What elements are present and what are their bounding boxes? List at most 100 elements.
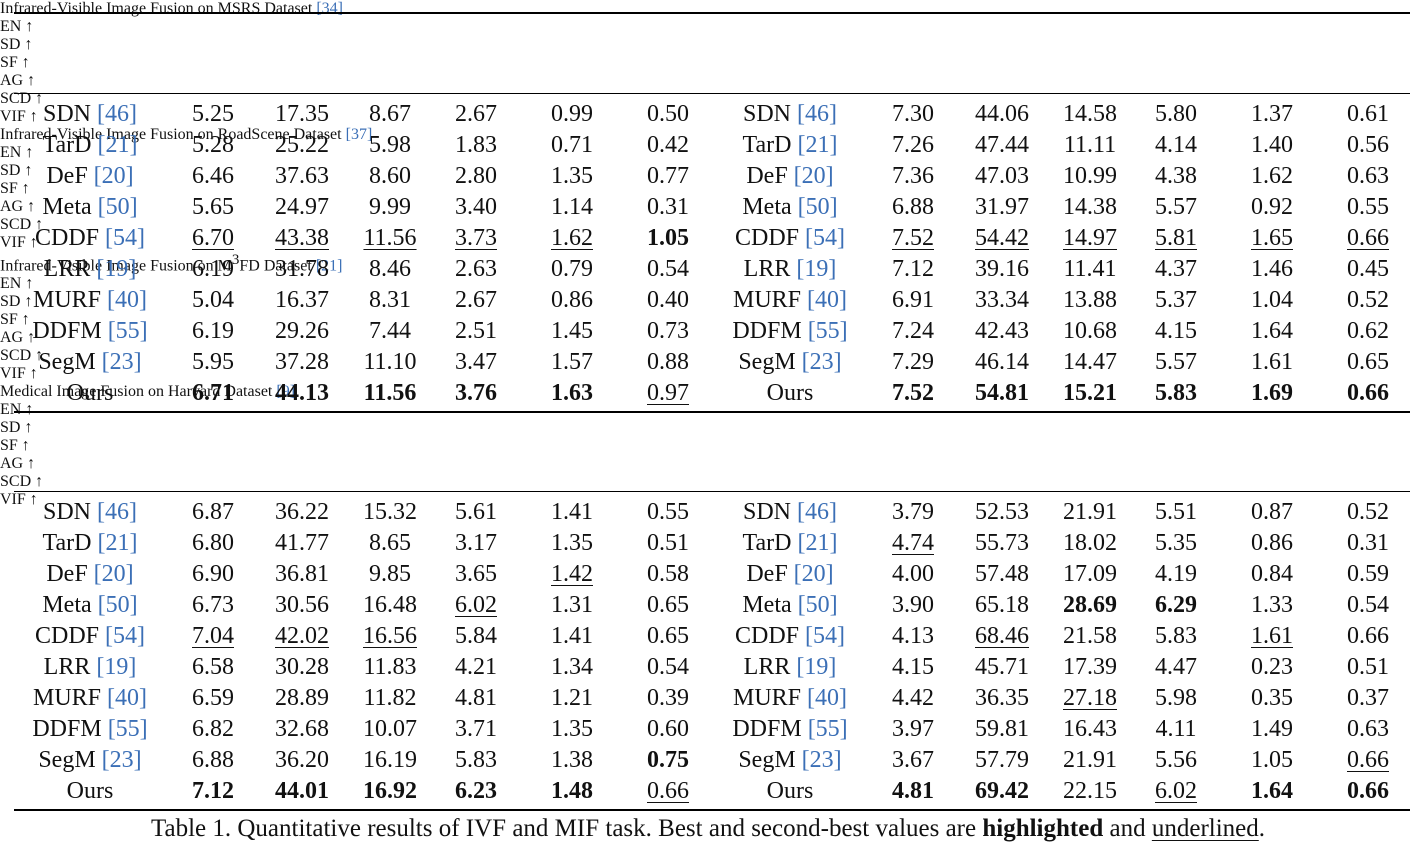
metric-value-text: 0.99: [551, 101, 593, 127]
metric-value: 4.19: [1131, 560, 1221, 588]
citation-link[interactable]: [40]: [807, 685, 847, 711]
citation-link[interactable]: [21]: [315, 257, 343, 275]
metric-value-text: 4.15: [892, 654, 934, 680]
citation-link[interactable]: [55]: [107, 716, 148, 742]
metric-value-text: 1.35: [551, 530, 593, 556]
citation-link[interactable]: [19]: [96, 256, 137, 282]
citation-link[interactable]: [20]: [93, 561, 134, 587]
column-header: SD ↑: [0, 36, 33, 53]
citation-link[interactable]: [19]: [796, 256, 837, 282]
citation-link[interactable]: [54]: [105, 225, 145, 251]
citation-link[interactable]: [21]: [97, 132, 138, 158]
metric-value-text: 0.54: [1347, 592, 1389, 618]
metric-value-text: 6.58: [192, 654, 234, 680]
citation-link[interactable]: [55]: [807, 318, 848, 344]
citation-link[interactable]: [46]: [97, 101, 137, 127]
method-name: LRR [19]: [705, 255, 875, 283]
metric-value-text: 11.83: [363, 654, 417, 680]
citation-link[interactable]: [40]: [107, 685, 147, 711]
method-label: DeF: [746, 561, 794, 587]
metric-value: 11.10: [345, 348, 435, 376]
citation-link[interactable]: [54]: [805, 225, 845, 251]
citation-link[interactable]: [46]: [797, 101, 837, 127]
method-name: SDN [46]: [705, 100, 875, 128]
metric-value: 13.88: [1045, 286, 1135, 314]
citation-link[interactable]: [34]: [316, 0, 343, 17]
metric-value: 1.65: [1227, 224, 1317, 252]
column-header: SF ↑: [0, 311, 30, 329]
metric-value: 8.67: [345, 100, 435, 128]
metric-value-text: 5.04: [192, 287, 234, 313]
citation-link[interactable]: [23]: [101, 747, 142, 773]
method-label: SegM: [738, 349, 802, 375]
citation-link[interactable]: [40]: [107, 287, 147, 313]
method-label: Ours: [766, 380, 814, 406]
metric-value: 54.81: [957, 379, 1047, 407]
citation-link[interactable]: [21]: [97, 530, 138, 556]
metric-value-text: 16.56: [363, 623, 417, 649]
citation-link[interactable]: [50]: [797, 592, 838, 618]
method-name: Meta [50]: [5, 591, 175, 619]
metric-value-text: 4.42: [892, 685, 934, 711]
citation-link[interactable]: [23]: [801, 747, 842, 773]
method-name: CDDF [54]: [5, 622, 175, 650]
metric-value: 2.67: [431, 286, 521, 314]
metric-value-text: 5.51: [1155, 499, 1197, 525]
metric-value-text: 69.42: [975, 778, 1029, 804]
citation-link[interactable]: [37]: [345, 126, 373, 143]
metric-value-text: 24.97: [275, 194, 329, 220]
metric-value-text: 55.73: [975, 530, 1029, 556]
metric-value: 7.36: [868, 162, 958, 190]
citation-link[interactable]: [46]: [97, 499, 137, 525]
metric-value-text: 11.56: [363, 380, 417, 406]
metric-value-text: 45.71: [975, 654, 1029, 680]
metric-value: 6.58: [168, 653, 258, 681]
column-header: AG ↑: [0, 72, 36, 89]
metric-value: 42.02: [257, 622, 347, 650]
metric-value: 59.81: [957, 715, 1047, 743]
citation-link[interactable]: [46]: [797, 499, 837, 525]
citation-link[interactable]: [50]: [797, 194, 838, 220]
method-label: LRR: [743, 256, 797, 282]
citation-link[interactable]: [21]: [797, 132, 838, 158]
citation-link[interactable]: [20]: [93, 163, 134, 189]
metric-value-text: 42.43: [975, 318, 1029, 344]
metric-value: 1.05: [1227, 746, 1317, 774]
metric-value: 4.81: [431, 684, 521, 712]
metric-value-text: 5.95: [192, 349, 234, 375]
citation-link[interactable]: [55]: [107, 318, 148, 344]
metric-value-text: 1.49: [1251, 716, 1293, 742]
citation-link[interactable]: [19]: [96, 654, 137, 680]
method-label: LRR: [43, 654, 97, 680]
metric-value-text: 8.31: [369, 287, 411, 313]
metric-value: 5.28: [168, 131, 258, 159]
metric-value: 5.56: [1131, 746, 1221, 774]
citation-link[interactable]: [23]: [101, 349, 142, 375]
citation-link[interactable]: [20]: [793, 163, 834, 189]
method-label: TarD: [42, 132, 98, 158]
citation-link[interactable]: [19]: [796, 654, 837, 680]
metric-value-text: 0.88: [647, 349, 689, 375]
metric-value: 1.05: [623, 224, 713, 252]
metric-value: 65.18: [957, 591, 1047, 619]
metric-value-text: 44.13: [275, 380, 329, 406]
metric-value: 1.31: [527, 591, 617, 619]
citation-link[interactable]: [9]: [276, 383, 296, 401]
citation-link[interactable]: [54]: [105, 623, 145, 649]
metric-value-text: 11.41: [1063, 256, 1117, 282]
citation-link[interactable]: [40]: [807, 287, 847, 313]
metric-value-text: 0.31: [1347, 530, 1389, 556]
metric-value-text: 4.13: [892, 623, 934, 649]
citation-link[interactable]: [55]: [807, 716, 848, 742]
method-label: DeF: [746, 163, 794, 189]
metric-value: 15.32: [345, 498, 435, 526]
metric-value: 52.53: [957, 498, 1047, 526]
citation-link[interactable]: [50]: [97, 592, 138, 618]
metric-value: 0.73: [623, 317, 713, 345]
citation-link[interactable]: [20]: [793, 561, 834, 587]
citation-link[interactable]: [54]: [805, 623, 845, 649]
citation-link[interactable]: [23]: [801, 349, 842, 375]
citation-link[interactable]: [50]: [97, 194, 138, 220]
citation-link[interactable]: [21]: [797, 530, 838, 556]
metric-value-text: 6.90: [192, 561, 234, 587]
